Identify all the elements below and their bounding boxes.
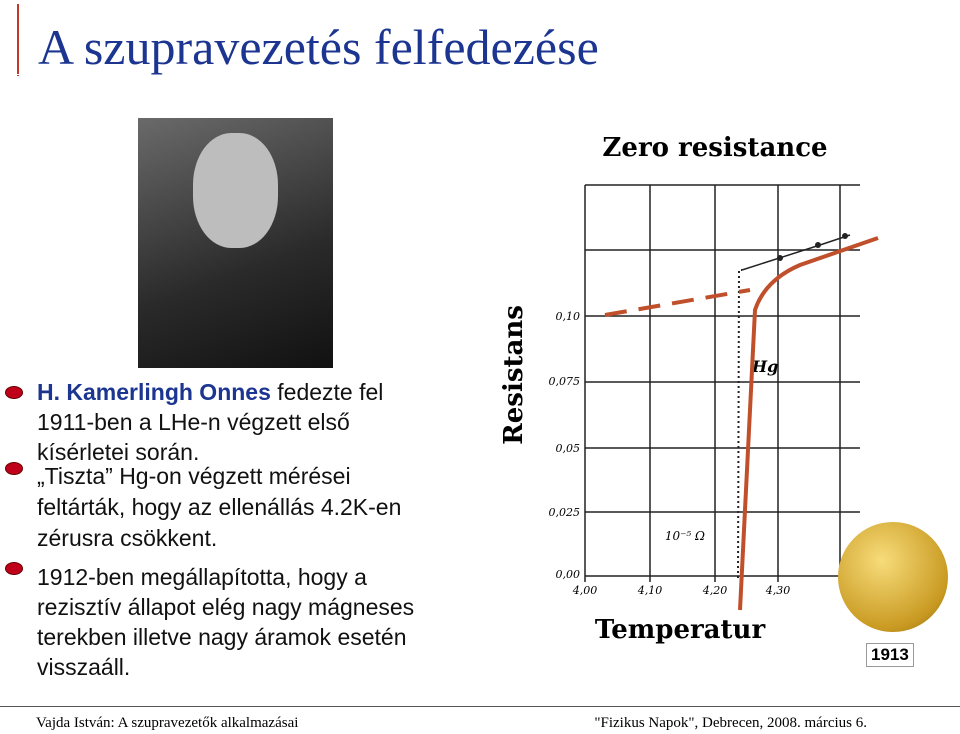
y-tick-label: 0,05	[556, 442, 581, 455]
bullet-line: visszaáll.	[37, 654, 131, 680]
bullet-line: terekben illetve nagy áramok esetén	[37, 624, 407, 650]
data-point	[777, 255, 783, 261]
bullet-line: rezisztív állapot elég nagy mágneses	[37, 594, 415, 620]
bullet-line: 1912-ben megállapította, hogy a	[37, 564, 367, 590]
y-tick-label: 0,075	[549, 375, 581, 388]
resistance-figure: Zero resistance Resistans Temperatur 0,1…	[499, 133, 879, 645]
bullet-dot	[5, 462, 23, 475]
normal-state-trend	[604, 288, 751, 317]
x-tick-label: 4,30	[765, 584, 791, 597]
annotation: 10⁻⁵ Ω	[665, 529, 705, 543]
bullet-line: 1911-ben a LHe-n végzett első	[37, 409, 350, 435]
highlight: H. Kamerlingh Onnes	[37, 379, 271, 405]
footer-rule	[0, 706, 960, 707]
bullet-line: „Tiszta” Hg-on végzett mérései	[37, 463, 351, 489]
footer-right: "Fizikus Napok", Debrecen, 2008. március…	[594, 715, 867, 731]
portrait-photo	[138, 118, 333, 368]
footer-left: Vajda István: A szupravezetők alkalmazás…	[36, 715, 299, 731]
x-tick-label: 4,10	[637, 584, 663, 597]
nobel-medal	[838, 522, 948, 632]
y-tick-label: 0,025	[549, 506, 581, 519]
bullet-line: kísérletei során.	[37, 439, 200, 465]
slide-title: A szupravezetés felfedezése	[38, 19, 599, 75]
measured-curve-dotted	[737, 269, 742, 579]
x-tick-label: 4,20	[702, 584, 728, 597]
x-axis-label: Temperatur	[595, 615, 766, 645]
y-tick-label: 0,00	[556, 568, 581, 581]
bullet-dot	[5, 562, 23, 575]
portrait-face	[193, 133, 278, 248]
figure-grid	[584, 184, 860, 582]
medal-caption: 1913	[866, 643, 914, 667]
accent-line	[17, 4, 19, 76]
y-tick-label: 0,10	[556, 310, 581, 323]
superconducting-transition	[738, 236, 879, 611]
annotation: Hg	[751, 357, 778, 376]
bullet-line: H. Kamerlingh Onnes fedezte fel	[37, 378, 383, 406]
bullet-line: zérusra csökkent.	[37, 525, 218, 551]
text: fedezte fel	[277, 379, 384, 405]
bullet-dot	[5, 386, 23, 399]
x-tick-label: 4,00	[572, 584, 598, 597]
spacer	[17, 74, 957, 75]
data-point	[842, 233, 848, 239]
y-axis-label: Resistans	[499, 305, 529, 445]
figure-title: Zero resistance	[602, 133, 827, 163]
data-point	[815, 242, 821, 248]
bullet-line: feltárták, hogy az ellenállás 4.2K-en	[37, 494, 402, 520]
